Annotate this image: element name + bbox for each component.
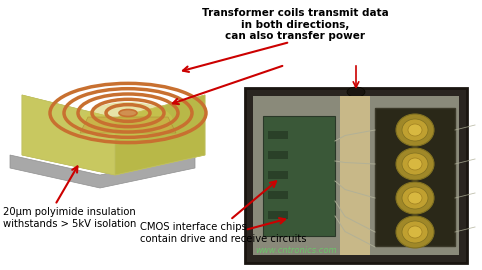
FancyBboxPatch shape bbox=[253, 96, 459, 255]
Ellipse shape bbox=[402, 221, 428, 243]
Ellipse shape bbox=[396, 114, 434, 146]
FancyBboxPatch shape bbox=[245, 88, 467, 263]
Ellipse shape bbox=[402, 153, 428, 175]
Text: Transformer coils transmit data
in both directions,
can also transfer power: Transformer coils transmit data in both … bbox=[201, 8, 388, 41]
Ellipse shape bbox=[408, 158, 422, 170]
Ellipse shape bbox=[408, 124, 422, 136]
Ellipse shape bbox=[408, 226, 422, 238]
Ellipse shape bbox=[396, 216, 434, 248]
Polygon shape bbox=[80, 117, 176, 133]
Ellipse shape bbox=[347, 87, 365, 97]
FancyBboxPatch shape bbox=[268, 211, 288, 219]
FancyBboxPatch shape bbox=[340, 96, 370, 255]
Ellipse shape bbox=[402, 119, 428, 141]
FancyBboxPatch shape bbox=[268, 191, 288, 199]
Ellipse shape bbox=[396, 148, 434, 180]
Ellipse shape bbox=[396, 182, 434, 214]
Ellipse shape bbox=[83, 102, 173, 140]
FancyBboxPatch shape bbox=[268, 151, 288, 159]
Polygon shape bbox=[22, 95, 115, 175]
Polygon shape bbox=[10, 155, 195, 188]
Ellipse shape bbox=[402, 187, 428, 209]
FancyBboxPatch shape bbox=[263, 116, 335, 236]
Ellipse shape bbox=[119, 110, 137, 116]
FancyBboxPatch shape bbox=[268, 131, 288, 139]
Text: CMOS interface chips
contain drive and receive circuits: CMOS interface chips contain drive and r… bbox=[140, 222, 307, 244]
Polygon shape bbox=[115, 95, 205, 175]
Polygon shape bbox=[22, 95, 205, 175]
Ellipse shape bbox=[408, 192, 422, 204]
FancyBboxPatch shape bbox=[268, 171, 288, 179]
Text: www.cntronics.com: www.cntronics.com bbox=[255, 246, 336, 255]
FancyBboxPatch shape bbox=[375, 108, 455, 246]
Text: 20μm polyimide insulation
withstands > 5kV isolation: 20μm polyimide insulation withstands > 5… bbox=[3, 207, 136, 229]
